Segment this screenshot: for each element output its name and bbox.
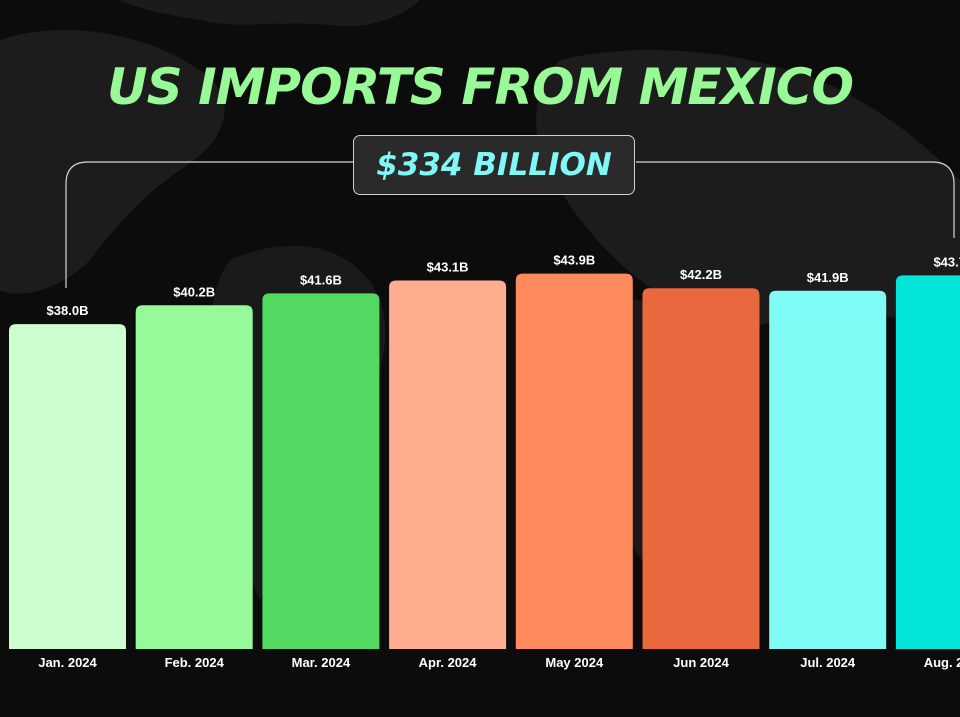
bar-2 bbox=[135, 305, 253, 649]
bar-8 bbox=[895, 275, 960, 649]
bracket-right-line bbox=[636, 161, 955, 238]
category-label: Mar. 2024 bbox=[292, 655, 351, 670]
bar-3 bbox=[262, 293, 380, 649]
bar-6 bbox=[642, 288, 760, 649]
bar-1 bbox=[9, 324, 126, 649]
bar-value-label: $41.6B bbox=[300, 272, 342, 287]
chart-title: US IMPORTS FROM MEXICO bbox=[107, 58, 854, 116]
bar-value-label: $43.9B bbox=[553, 253, 595, 268]
category-label: Aug. 2024 bbox=[924, 655, 960, 670]
total-badge: $334 BILLION bbox=[353, 135, 635, 195]
bracket-left-line bbox=[65, 161, 353, 288]
bar-value-label: $42.2B bbox=[680, 267, 722, 282]
category-label: Jun 2024 bbox=[673, 655, 729, 670]
category-label: Jul. 2024 bbox=[800, 655, 856, 670]
bar-4 bbox=[389, 280, 507, 649]
bar-value-label: $38.0B bbox=[47, 303, 89, 318]
bar-value-label: $40.2B bbox=[173, 284, 215, 299]
category-label: Feb. 2024 bbox=[165, 655, 225, 670]
category-label: May 2024 bbox=[545, 655, 604, 670]
bar-value-label: $41.9B bbox=[807, 270, 849, 285]
bar-value-label: $43.7B bbox=[933, 254, 960, 269]
bar-value-label: $43.1B bbox=[427, 259, 469, 274]
category-label: Apr. 2024 bbox=[419, 655, 478, 670]
bar-7 bbox=[769, 290, 887, 649]
bar-5 bbox=[515, 273, 633, 649]
category-label: Jan. 2024 bbox=[38, 655, 97, 670]
